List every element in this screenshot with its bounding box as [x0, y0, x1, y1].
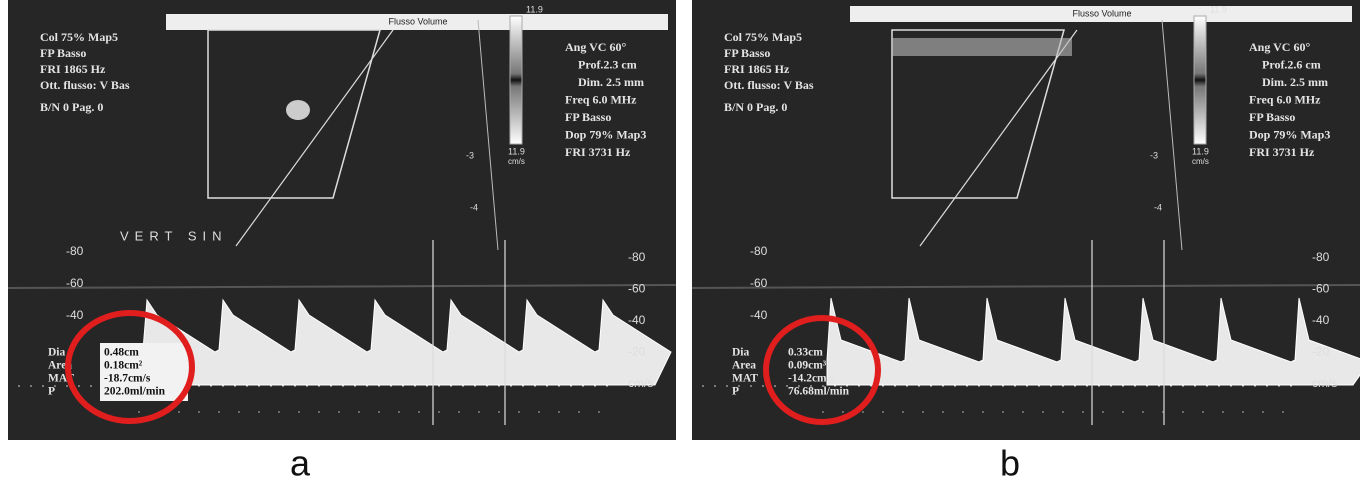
scale-left: -60: [66, 276, 84, 290]
cursor-line: [1161, 19, 1183, 251]
right-info: FRI 3731 Hz: [1249, 145, 1315, 159]
right-info: Dim. 2.5 mm: [1262, 75, 1328, 89]
reference-line: [7, 284, 677, 289]
ultrasound-panel: Flusso Volume Col 75% Map5 FP Basso FRI 186…: [691, 0, 1360, 440]
color-bar: [1193, 15, 1207, 145]
colorbar-bottom: 11.9: [1192, 146, 1209, 156]
measurement-box: [100, 343, 188, 401]
measurement-name: P: [732, 386, 739, 398]
depth-mark: -3: [1150, 150, 1158, 160]
panel-label: b: [1000, 443, 1020, 484]
measurement-value: 76.68ml/min: [788, 386, 850, 398]
measurement-value: 0.18cm²: [104, 360, 143, 372]
reference-line: [691, 284, 1360, 289]
right-info: Dop 79% Map3: [565, 127, 646, 141]
scale-right: cm/s: [1312, 376, 1337, 390]
scale-right: -80: [1312, 250, 1330, 264]
scale-left: -40: [750, 308, 768, 322]
measurement-value: 0.33cm: [788, 347, 823, 359]
left-info: B/N 0 Pag. 0: [40, 100, 103, 114]
header-text: Flusso Volume: [388, 16, 447, 26]
scale-right: -20: [628, 345, 646, 359]
scale-right: -60: [1312, 282, 1330, 296]
right-info: Prof.2.6 cm: [1262, 57, 1321, 71]
header-text: Flusso Volume: [1072, 8, 1131, 18]
measurement-name: Dia: [48, 347, 66, 359]
right-info: FP Basso: [565, 110, 611, 124]
sample-box: [207, 29, 381, 199]
right-info: Ang VC 60°: [565, 40, 626, 54]
depth-mark: -4: [470, 202, 478, 212]
doppler-waveform: [142, 298, 672, 386]
steer-line: [919, 29, 1078, 247]
measurement-value: -18.7cm/s: [104, 373, 151, 385]
depth-mark: -3: [466, 150, 474, 160]
right-info: Ang VC 60°: [1249, 40, 1310, 54]
right-info: Dim. 2.5 mm: [578, 75, 644, 89]
measurement-name: P: [48, 386, 55, 398]
highlight-circle: [65, 310, 195, 424]
scale-left: -80: [750, 244, 768, 258]
colorbar-unit: cm/s: [508, 157, 525, 166]
scale-right: -40: [628, 313, 646, 327]
right-info: FP Basso: [1249, 110, 1295, 124]
scale-right: -20: [1312, 345, 1330, 359]
measurement-name: Dia: [732, 347, 750, 359]
scale-left: -60: [750, 276, 768, 290]
panel-label: a: [290, 443, 311, 484]
left-info: Col 75% Map5: [40, 30, 118, 44]
measurement-value: 0.48cm: [104, 347, 139, 359]
right-info: Dop 79% Map3: [1249, 127, 1330, 141]
scale-right: cm/s: [628, 376, 653, 390]
sample-box: [891, 29, 1065, 199]
header-bar: [166, 14, 668, 30]
left-info: Ott. flusso: V Bas: [724, 78, 814, 92]
scale-left: -80: [66, 244, 84, 258]
right-info: Prof.2.3 cm: [578, 57, 637, 71]
left-info: FRI 1865 Hz: [724, 62, 790, 76]
colorbar-top: 11.9: [1210, 4, 1227, 14]
scale-right: -40: [1312, 313, 1330, 327]
color-bar: [509, 15, 523, 145]
left-info: Ott. flusso: V Bas: [40, 78, 130, 92]
right-info: Freq 6.0 MHz: [1249, 92, 1321, 106]
flow-signal: [286, 100, 310, 120]
measurement-name: MAT: [732, 373, 758, 385]
colorbar-unit: cm/s: [1192, 157, 1209, 166]
left-info: B/N 0 Pag. 0: [724, 100, 787, 114]
left-info: FRI 1865 Hz: [40, 62, 106, 76]
left-info: FP Basso: [724, 46, 770, 60]
scale-right: -60: [628, 282, 646, 296]
ultrasound-panel: Flusso Volume Col 75% Map5 FP Basso FRI 186…: [7, 0, 677, 440]
scale-right: -80: [628, 250, 646, 264]
doppler-waveform: [826, 297, 1360, 386]
left-info: FP Basso: [40, 46, 86, 60]
header-bar: [850, 6, 1352, 22]
measurement-value: 202.0ml/min: [104, 386, 166, 398]
steer-line: [235, 29, 394, 247]
right-info: Freq 6.0 MHz: [565, 92, 637, 106]
colorbar-top: 11.9: [526, 4, 543, 14]
measurement-value: 0.09cm³: [788, 360, 827, 372]
scale-left: -40: [66, 308, 84, 322]
highlight-circle: [763, 315, 881, 425]
depth-mark: -4: [1154, 202, 1162, 212]
measurement-name: Area: [732, 360, 756, 372]
left-info: Col 75% Map5: [724, 30, 802, 44]
flow-signal: [892, 38, 1072, 56]
measurement-value: -14.2cm/s: [788, 373, 835, 385]
annotation: VERT SIN: [120, 228, 227, 243]
colorbar-bottom: 11.9: [508, 146, 525, 156]
cursor-line: [477, 19, 499, 251]
right-info: FRI 3731 Hz: [565, 145, 631, 159]
